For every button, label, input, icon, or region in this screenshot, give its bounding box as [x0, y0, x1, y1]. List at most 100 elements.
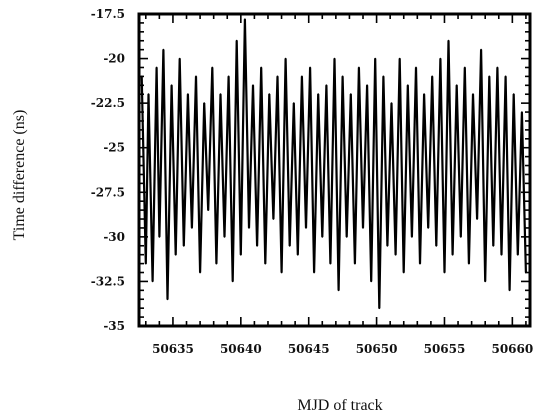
data-point: [231, 280, 234, 283]
data-point: [166, 298, 169, 301]
data-point: [512, 93, 515, 96]
data-point: [272, 218, 275, 220]
data-point: [223, 236, 226, 238]
data-point: [378, 307, 381, 310]
data-point: [354, 262, 356, 265]
data-point: [144, 262, 147, 265]
y-tick-label: -22.5: [91, 96, 125, 110]
data-point: [147, 93, 150, 96]
data-point: [492, 244, 495, 247]
data-point: [394, 253, 397, 256]
data-point: [284, 57, 287, 60]
data-point: [386, 244, 389, 247]
data-point: [406, 84, 409, 87]
data-point: [296, 253, 299, 256]
data-point: [459, 236, 462, 238]
data-point: [382, 75, 385, 78]
y-axis: -17.5 -20 -22.5 -25 -27.5 -30 -32.5 -35: [91, 7, 530, 333]
y-tick-label: -25: [103, 141, 125, 155]
data-point: [345, 236, 348, 238]
data-point: [227, 75, 230, 78]
y-tick-label: -30: [103, 230, 125, 244]
data-point: [305, 227, 307, 229]
data-point: [288, 244, 291, 247]
data-point: [187, 93, 189, 96]
x-tick-label: 50655: [424, 342, 466, 356]
data-point: [178, 57, 181, 60]
data-point: [256, 244, 258, 247]
data-point: [476, 218, 478, 220]
data-point: [268, 93, 271, 96]
data-point: [349, 93, 352, 96]
data-point: [317, 93, 320, 96]
x-axis-title: MJD of track: [297, 397, 382, 414]
data-point: [195, 75, 197, 78]
data-point: [508, 289, 511, 292]
data-point: [276, 75, 279, 78]
data-point: [325, 84, 328, 87]
data-point: [431, 75, 434, 78]
data-point: [329, 262, 332, 265]
data-point: [496, 66, 499, 69]
data-point: [170, 84, 173, 87]
data-point: [390, 102, 393, 104]
data-point: [309, 66, 311, 69]
data-point: [480, 48, 482, 51]
data-point: [162, 48, 165, 51]
data-point: [366, 84, 368, 87]
data-point: [260, 66, 263, 69]
plot-frame: [137, 12, 532, 328]
data-point: [211, 66, 214, 69]
data-point: [199, 271, 202, 274]
data-point: [370, 280, 373, 283]
data-point: [435, 244, 438, 247]
y-tick-label: -20: [103, 52, 125, 66]
data-point: [423, 93, 425, 96]
data-point: [248, 227, 250, 229]
data-point: [415, 66, 417, 69]
data-layer: [140, 18, 527, 310]
data-point: [516, 253, 519, 256]
data-point: [447, 39, 450, 42]
data-point: [244, 18, 246, 21]
y-tick-label: -17.5: [91, 7, 125, 21]
data-point: [151, 280, 154, 283]
data-point: [488, 75, 491, 78]
x-axis: 50635 50640 50645 50650 50655 50660: [144, 14, 533, 356]
data-point: [182, 244, 185, 247]
data-point: [358, 66, 360, 69]
data-point: [521, 111, 523, 113]
data-point: [292, 102, 295, 104]
y-tick-label: -35: [103, 319, 125, 333]
x-tick-label: 50640: [220, 342, 262, 356]
x-tick-label: 50660: [491, 342, 533, 356]
y-tick-label: -32.5: [91, 274, 125, 288]
data-point: [301, 75, 303, 78]
data-point: [203, 102, 206, 104]
data-point: [455, 84, 458, 87]
data-point: [174, 253, 177, 256]
data-point: [451, 253, 454, 256]
data-point: [264, 262, 267, 265]
data-point: [333, 57, 336, 60]
data-point: [337, 289, 340, 292]
x-tick-label: 50635: [152, 342, 194, 356]
x-tick-label: 50645: [288, 342, 330, 356]
series-line-0: [140, 19, 527, 309]
data-point: [215, 262, 218, 265]
data-point: [341, 75, 344, 78]
data-point: [321, 236, 324, 238]
data-point: [362, 227, 364, 229]
data-point: [219, 93, 222, 96]
data-point: [252, 84, 254, 87]
data-point: [468, 262, 470, 265]
data-point: [239, 253, 242, 256]
data-point: [504, 75, 507, 78]
data-point: [158, 236, 161, 238]
data-point: [191, 227, 193, 229]
data-point: [411, 236, 413, 238]
data-point: [439, 57, 442, 60]
data-point: [374, 57, 377, 60]
data-point: [427, 227, 430, 229]
